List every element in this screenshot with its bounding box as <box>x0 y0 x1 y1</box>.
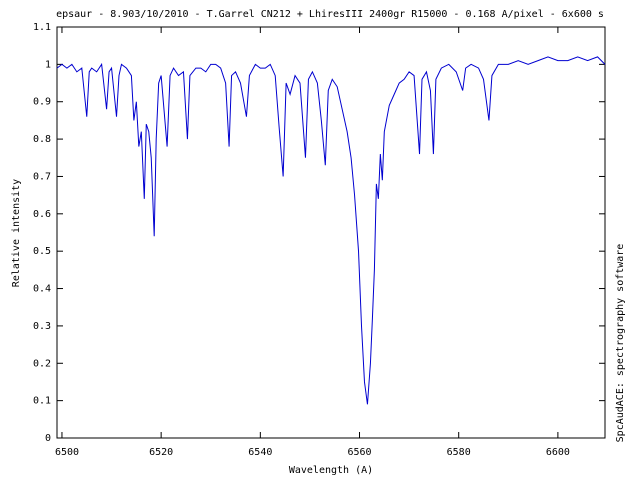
y-tick-label: 0.5 <box>33 246 51 257</box>
x-tick-label: 6540 <box>248 447 272 458</box>
y-tick-label: 0.1 <box>33 396 51 407</box>
y-tick-label: 0.6 <box>33 209 51 220</box>
y-tick-label: 1 <box>45 59 51 70</box>
y-tick-label: 0.9 <box>33 97 51 108</box>
y-axis-label: Relative intensity <box>11 179 22 287</box>
y-tick-label: 0 <box>45 433 51 444</box>
x-tick-label: 6560 <box>347 447 371 458</box>
y-tick-label: 0.7 <box>33 171 51 182</box>
x-tick-label: 6500 <box>55 447 79 458</box>
y-tick-label: 0.8 <box>33 134 51 145</box>
x-tick-label: 6600 <box>546 447 570 458</box>
spectrum-line <box>56 56 606 405</box>
y-tick-label: 0.4 <box>33 284 51 295</box>
y-tick-label: 0.2 <box>33 358 51 369</box>
chart-title: epsaur - 8.903/10/2010 - T.Garrel CN212 … <box>56 9 604 20</box>
software-note: SpcAudACE: spectrography software <box>615 244 626 443</box>
y-tick-label: 1.1 <box>33 22 51 33</box>
x-axis-label: Wavelength (A) <box>289 465 373 476</box>
x-tick-label: 6520 <box>149 447 173 458</box>
y-tick-label: 0.3 <box>33 321 51 332</box>
x-tick-label: 6580 <box>447 447 471 458</box>
plot-frame <box>56 26 606 439</box>
